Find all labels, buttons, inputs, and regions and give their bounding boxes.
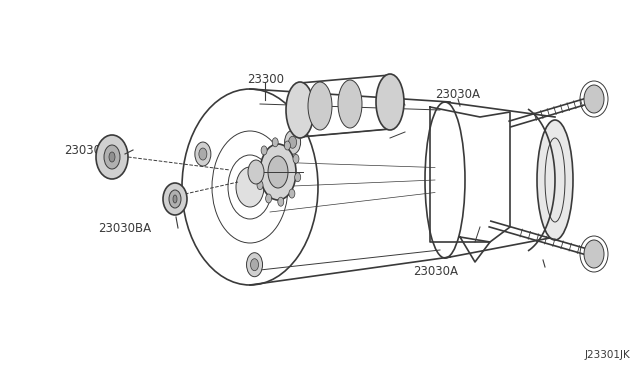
Ellipse shape [260, 144, 296, 200]
Ellipse shape [289, 136, 296, 148]
Ellipse shape [255, 162, 261, 171]
Ellipse shape [537, 120, 573, 240]
Text: 23030A: 23030A [435, 89, 480, 101]
Ellipse shape [109, 152, 115, 162]
Ellipse shape [285, 130, 301, 154]
Ellipse shape [284, 141, 291, 150]
Ellipse shape [308, 82, 332, 130]
Ellipse shape [293, 154, 299, 163]
Text: J23301JK: J23301JK [584, 350, 630, 360]
Ellipse shape [257, 181, 263, 190]
Ellipse shape [584, 240, 604, 268]
Text: 23030BA: 23030BA [98, 222, 152, 235]
Ellipse shape [163, 183, 187, 215]
Text: 23030A: 23030A [413, 265, 458, 278]
Ellipse shape [294, 173, 301, 182]
Ellipse shape [236, 167, 264, 207]
Text: 23300: 23300 [247, 74, 284, 86]
Ellipse shape [376, 74, 404, 130]
Ellipse shape [173, 195, 177, 203]
Text: 23030B: 23030B [64, 144, 109, 157]
Ellipse shape [278, 197, 284, 206]
Ellipse shape [246, 253, 262, 277]
Ellipse shape [268, 156, 288, 188]
Ellipse shape [286, 82, 314, 138]
Ellipse shape [96, 135, 128, 179]
Ellipse shape [289, 189, 295, 198]
Ellipse shape [250, 259, 259, 271]
Ellipse shape [272, 138, 278, 147]
Ellipse shape [248, 160, 264, 184]
Ellipse shape [199, 148, 207, 160]
Ellipse shape [584, 85, 604, 113]
Ellipse shape [338, 80, 362, 128]
Ellipse shape [195, 142, 211, 166]
Ellipse shape [169, 190, 181, 208]
Ellipse shape [266, 194, 271, 203]
Ellipse shape [261, 146, 267, 155]
Ellipse shape [104, 145, 120, 169]
